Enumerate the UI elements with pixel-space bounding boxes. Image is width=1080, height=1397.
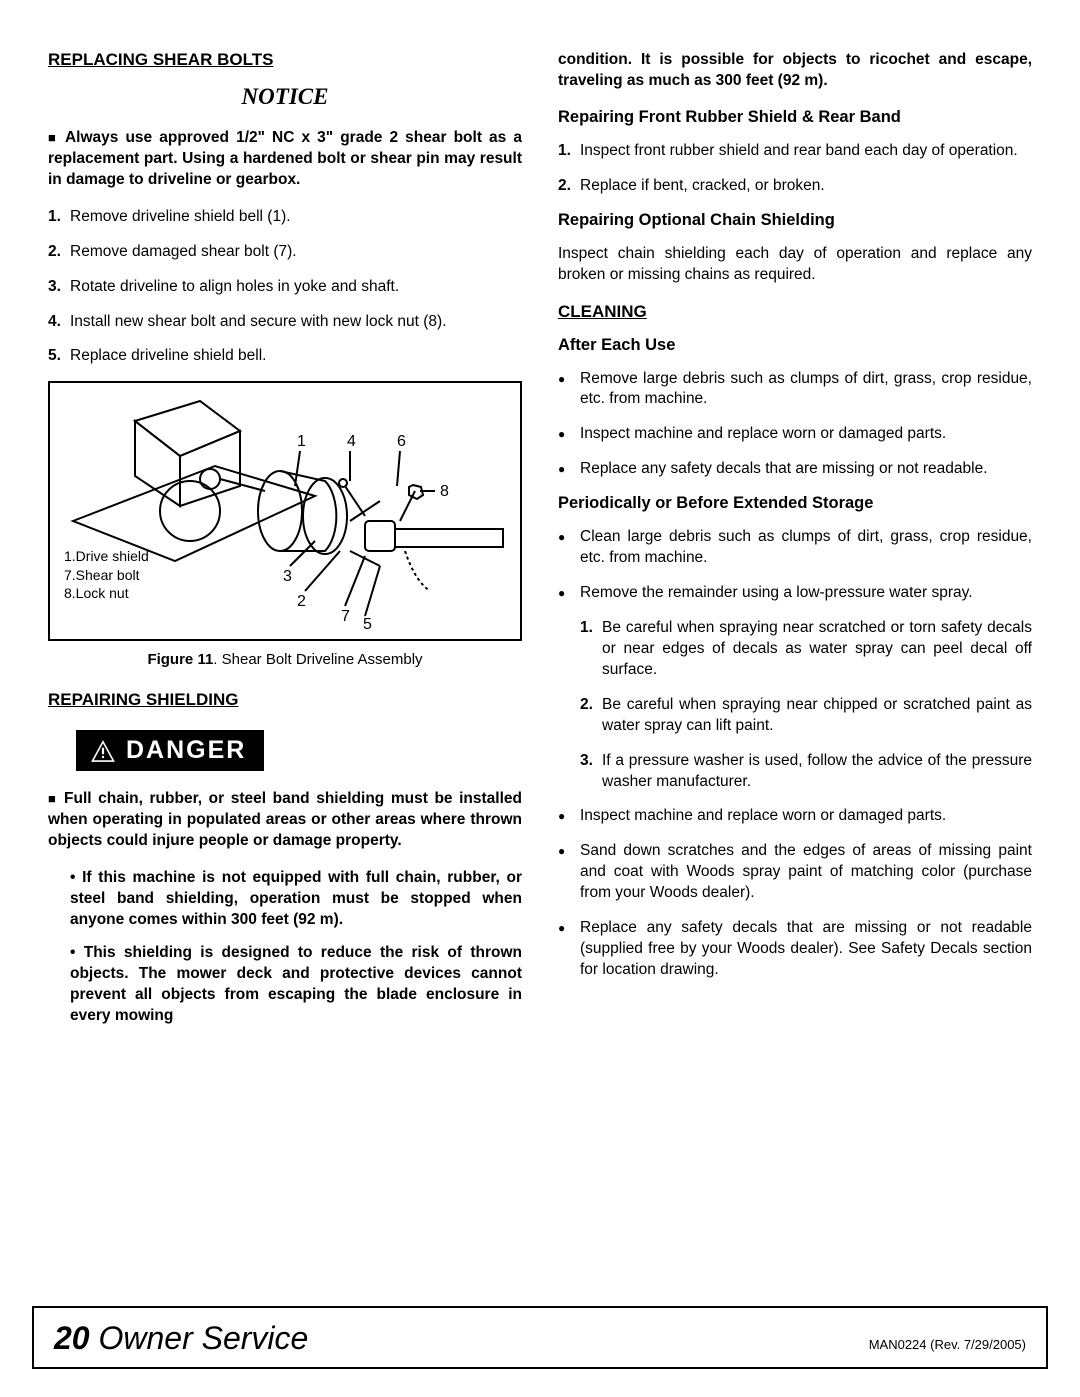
figure-11-box: 1 4 6 8 3 2 7 5 1.Drive shield 7.Shear b…	[48, 381, 522, 641]
svg-text:5: 5	[363, 616, 372, 631]
after-use-list: Remove large debris such as clumps of di…	[558, 369, 1032, 481]
storage-spray-substeps: Be careful when spraying near scratched …	[558, 618, 1032, 792]
warning-triangle-icon	[90, 739, 116, 763]
storage-list-1: Clean large debris such as clumps of dir…	[558, 527, 1032, 604]
legend-line: 1.Drive shield	[64, 547, 149, 566]
revision-label: MAN0224 (Rev. 7/29/2005)	[869, 1337, 1026, 1352]
list-item: Replace any safety decals that are missi…	[558, 459, 1032, 480]
left-column: REPLACING SHEAR BOLTS NOTICE Always use …	[48, 50, 522, 1039]
svg-text:2: 2	[297, 593, 306, 610]
svg-text:8: 8	[440, 483, 449, 500]
heading-chain-shielding: Repairing Optional Chain Shielding	[558, 211, 1032, 230]
list-item: Remove large debris such as clumps of di…	[558, 369, 1032, 411]
svg-text:4: 4	[347, 433, 356, 450]
heading-after-each-use: After Each Use	[558, 336, 1032, 355]
list-item: Inspect machine and replace worn or dama…	[558, 806, 1032, 827]
list-item: Clean large debris such as clumps of dir…	[558, 527, 1032, 569]
danger-label: DANGER	[126, 736, 246, 765]
ricochet-continuation: condition. It is possible for objects to…	[558, 50, 1032, 92]
danger-banner: DANGER	[76, 730, 264, 771]
heading-replacing-shear-bolts: REPLACING SHEAR BOLTS	[48, 50, 522, 70]
list-item: If a pressure washer is used, follow the…	[558, 751, 1032, 793]
chain-shielding-para: Inspect chain shielding each day of oper…	[558, 244, 1032, 286]
list-item: Inspect front rubber shield and rear ban…	[558, 141, 1032, 162]
figure-caption-rest: . Shear Bolt Driveline Assembly	[213, 651, 422, 668]
shielding-warning: Full chain, rubber, or steel band shield…	[48, 789, 522, 852]
figure-caption: Figure 11. Shear Bolt Driveline Assembly	[48, 651, 522, 668]
shear-bolt-warning: Always use approved 1/2" NC x 3" grade 2…	[48, 128, 522, 191]
shielding-sub-1: If this machine is not equipped with ful…	[48, 868, 522, 931]
list-item: Rotate driveline to align holes in yoke …	[48, 277, 522, 298]
list-item: Replace driveline shield bell.	[48, 346, 522, 367]
list-item: Be careful when spraying near chipped or…	[558, 695, 1032, 737]
shear-bolt-steps: Remove driveline shield bell (1). Remove…	[48, 207, 522, 368]
list-item: Be careful when spraying near scratched …	[558, 618, 1032, 681]
storage-list-2: Inspect machine and replace worn or dama…	[558, 806, 1032, 980]
list-item: Sand down scratches and the edges of are…	[558, 841, 1032, 904]
list-item: Remove driveline shield bell (1).	[48, 207, 522, 228]
list-item: Inspect machine and replace worn or dama…	[558, 424, 1032, 445]
heading-front-rubber-shield: Repairing Front Rubber Shield & Rear Ban…	[558, 108, 1032, 127]
page-number: 20	[54, 1320, 90, 1356]
list-item: Remove damaged shear bolt (7).	[48, 242, 522, 263]
legend-line: 8.Lock nut	[64, 584, 149, 603]
shielding-sub-2: This shielding is designed to reduce the…	[48, 943, 522, 1027]
heading-periodic-storage: Periodically or Before Extended Storage	[558, 494, 1032, 513]
svg-text:3: 3	[283, 568, 292, 585]
svg-text:7: 7	[341, 608, 350, 625]
page-title: 20 Owner Service	[54, 1320, 308, 1357]
list-item: Replace if bent, cracked, or broken.	[558, 176, 1032, 197]
legend-line: 7.Shear bolt	[64, 566, 149, 585]
list-item: Replace any safety decals that are missi…	[558, 918, 1032, 981]
front-shield-steps: Inspect front rubber shield and rear ban…	[558, 141, 1032, 197]
svg-text:6: 6	[397, 433, 406, 450]
figure-legend: 1.Drive shield 7.Shear bolt 8.Lock nut	[64, 547, 149, 604]
svg-text:1: 1	[297, 433, 306, 450]
page-section-name: Owner Service	[90, 1320, 309, 1356]
right-column: condition. It is possible for objects to…	[558, 50, 1032, 1039]
notice-label: NOTICE	[48, 84, 522, 110]
figure-caption-bold: Figure 11	[147, 651, 213, 668]
list-item: Install new shear bolt and secure with n…	[48, 312, 522, 333]
heading-cleaning: CLEANING	[558, 302, 1032, 322]
page-footer: 20 Owner Service MAN0224 (Rev. 7/29/2005…	[32, 1306, 1048, 1369]
heading-repairing-shielding: REPAIRING SHIELDING	[48, 690, 522, 710]
list-item: Remove the remainder using a low-pressur…	[558, 583, 1032, 604]
